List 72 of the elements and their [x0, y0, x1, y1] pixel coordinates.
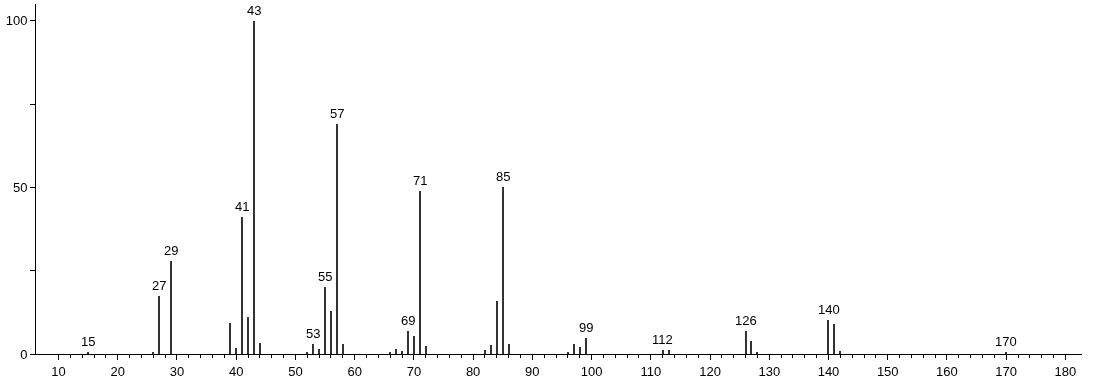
bar	[395, 349, 397, 354]
bar	[425, 346, 427, 354]
annotation: 71	[413, 173, 428, 188]
bar	[324, 287, 326, 354]
annotation: 53	[306, 326, 321, 341]
x-tick-label: 150	[876, 363, 899, 379]
bar	[745, 331, 747, 354]
x-tick-label: 170	[995, 363, 1018, 379]
annotation: 41	[235, 199, 250, 214]
bar	[170, 261, 172, 354]
bar	[241, 217, 243, 354]
bar	[330, 311, 332, 354]
x-tick-label: 20	[110, 363, 125, 379]
annotation: 29	[164, 243, 179, 258]
x-tick-label: 70	[406, 363, 422, 379]
bar	[407, 331, 409, 354]
bar	[419, 191, 421, 354]
bar	[247, 317, 249, 354]
x-tick-label: 50	[288, 363, 303, 379]
bar	[318, 349, 320, 354]
x-tick-label: 110	[640, 363, 662, 379]
annotation: 27	[152, 278, 167, 293]
x-tick-label: 140	[817, 363, 840, 379]
bar	[490, 345, 492, 354]
x-tick-label: 180	[1054, 363, 1077, 379]
bar	[833, 324, 835, 354]
y-tick-label: 50	[12, 179, 28, 195]
bar	[342, 344, 344, 354]
bar	[312, 344, 314, 354]
x-tick-label: 160	[936, 363, 958, 379]
annotation: 57	[330, 106, 345, 121]
bar	[336, 124, 338, 354]
bar	[579, 347, 581, 354]
bar	[229, 323, 231, 354]
y-tick-label: 0	[20, 346, 28, 362]
bar	[839, 351, 841, 354]
bar	[259, 343, 261, 354]
bar	[508, 344, 510, 354]
bar	[668, 350, 670, 354]
bar	[496, 301, 498, 354]
x-tick-label: 80	[465, 363, 481, 379]
annotation: 15	[81, 334, 96, 349]
annotation: 126	[735, 313, 757, 328]
y-tick-label: 100	[5, 13, 28, 29]
annotation: 99	[579, 320, 594, 335]
x-tick-label: 100	[580, 363, 603, 379]
x-tick-label: 120	[699, 363, 721, 379]
x-tick-label: 10	[51, 363, 66, 379]
annotation: 85	[496, 169, 511, 184]
bar	[662, 350, 664, 354]
annotation: 112	[652, 332, 673, 347]
bar	[750, 341, 752, 354]
bar	[253, 21, 255, 354]
annotation: 43	[247, 3, 262, 18]
annotation: 140	[818, 302, 840, 317]
x-tick-label: 130	[758, 363, 781, 379]
bar	[484, 350, 486, 354]
bar	[502, 187, 504, 354]
x-tick-label: 30	[169, 363, 185, 379]
annotation: 55	[318, 269, 333, 284]
bar	[585, 338, 587, 354]
annotation: 170	[995, 334, 1017, 349]
x-tick-label: 90	[525, 363, 540, 379]
bar	[573, 344, 575, 354]
x-tick-label: 40	[228, 363, 244, 379]
bar	[413, 336, 415, 354]
bar	[827, 320, 829, 354]
bar	[158, 296, 160, 354]
bar	[235, 348, 237, 354]
x-tick-label: 60	[347, 363, 362, 379]
bar	[401, 351, 403, 354]
annotation: 69	[401, 313, 416, 328]
